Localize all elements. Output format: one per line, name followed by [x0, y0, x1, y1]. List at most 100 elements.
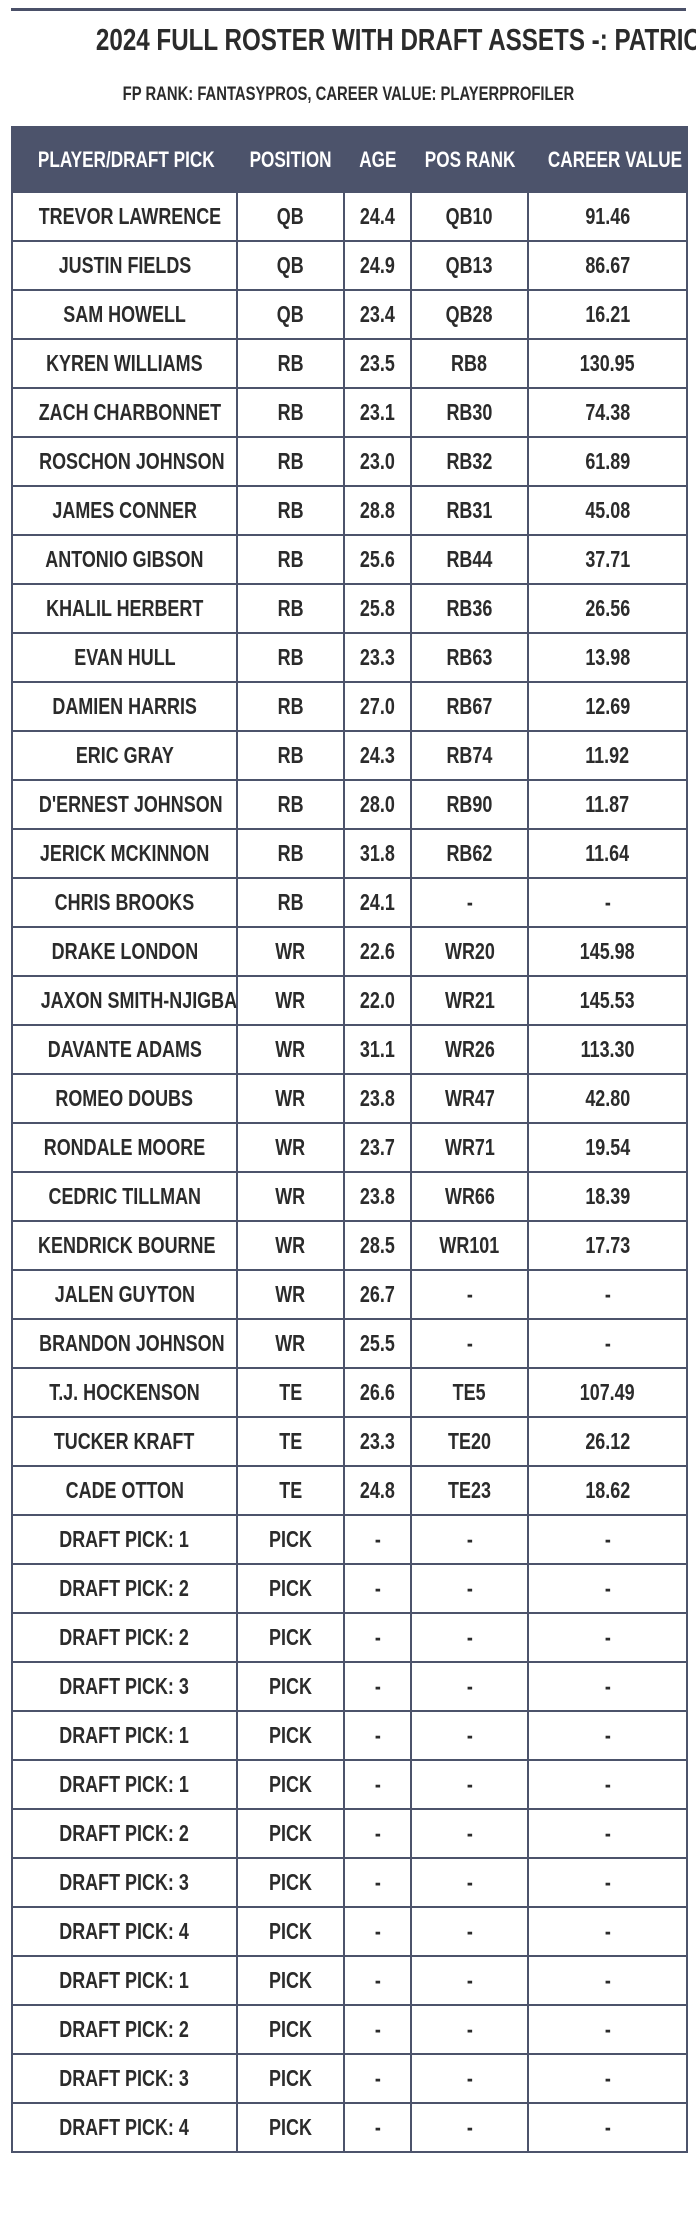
cell-text: DRAFT PICK: 1 — [59, 1526, 190, 1552]
cell-text: RB36 — [446, 595, 493, 621]
table-cell: TE20 — [410, 1416, 529, 1467]
cell-text: QB — [277, 301, 304, 327]
cell-text: - — [604, 2114, 611, 2140]
table-cell: - — [343, 2102, 412, 2153]
cell-text: - — [604, 1869, 611, 1895]
table-cell: RB31 — [410, 485, 529, 536]
cell-text: WR47 — [444, 1085, 495, 1111]
table-cell: BRANDON JOHNSON — [11, 1318, 238, 1369]
table-row: ZACH CHARBONNET RB 23.1 RB30 74.38 — [11, 387, 688, 438]
table-cell: RB62 — [410, 828, 529, 879]
table-row: CADE OTTON TE 24.8 TE23 18.62 — [11, 1465, 688, 1516]
table-cell: - — [343, 2004, 412, 2055]
cell-text: - — [374, 1918, 381, 1944]
table-cell: TREVOR LAWRENCE — [11, 191, 238, 242]
table-cell: QB — [236, 240, 345, 291]
table-cell: - — [527, 2053, 688, 2104]
cell-text: ROSCHON JOHNSON — [39, 448, 225, 474]
table-cell: RB — [236, 436, 345, 487]
table-cell: T.J. HOCKENSON — [11, 1367, 238, 1418]
cell-text: CEDRIC TILLMAN — [48, 1183, 201, 1209]
table-cell: PICK — [236, 1808, 345, 1859]
table-cell: PICK — [236, 2004, 345, 2055]
column-header: POS RANK — [410, 126, 529, 193]
table-cell: DRAFT PICK: 4 — [11, 1906, 238, 1957]
title-text: 2024 FULL ROSTER WITH DRAFT ASSETS -: PA… — [95, 22, 696, 57]
cell-text: - — [466, 2065, 473, 2091]
table-cell: ZACH CHARBONNET — [11, 387, 238, 438]
column-header-text: AGE — [358, 146, 397, 172]
table-cell: DRAFT PICK: 3 — [11, 1857, 238, 1908]
table-row: DRAKE LONDON WR 22.6 WR20 145.98 — [11, 926, 688, 977]
cell-text: RB — [277, 546, 304, 572]
table-cell: WR20 — [410, 926, 529, 977]
table-cell: - — [410, 1955, 529, 2006]
cell-text: WR20 — [444, 938, 495, 964]
table-cell: CADE OTTON — [11, 1465, 238, 1516]
table-cell: PICK — [236, 2053, 345, 2104]
cell-text: 45.08 — [585, 497, 630, 523]
cell-text: QB13 — [446, 252, 493, 278]
cell-text: EVAN HULL — [73, 644, 176, 670]
cell-text: - — [604, 1526, 611, 1552]
table-cell: WR47 — [410, 1073, 529, 1124]
cell-text: 23.8 — [360, 1183, 395, 1209]
table-cell: - — [410, 1563, 529, 1614]
table-cell: WR — [236, 926, 345, 977]
cell-text: 11.92 — [585, 742, 630, 768]
column-header: PLAYER/DRAFT PICK — [11, 126, 238, 193]
table-cell: RB — [236, 779, 345, 830]
table-cell: RB — [236, 387, 345, 438]
table-cell: 25.8 — [343, 583, 412, 634]
table-cell: RB44 — [410, 534, 529, 585]
cell-text: PICK — [269, 1575, 312, 1601]
table-cell: 24.4 — [343, 191, 412, 242]
table-cell: 145.53 — [527, 975, 688, 1026]
table-cell: RB67 — [410, 681, 529, 732]
table-cell: RB30 — [410, 387, 529, 438]
cell-text: WR71 — [444, 1134, 495, 1160]
table-cell: 26.6 — [343, 1367, 412, 1418]
column-header: POSITION — [236, 126, 345, 193]
table-row: TREVOR LAWRENCE QB 24.4 QB10 91.46 — [11, 191, 688, 242]
table-cell: 19.54 — [527, 1122, 688, 1173]
table-cell: 25.6 — [343, 534, 412, 585]
cell-text: ZACH CHARBONNET — [38, 399, 222, 425]
table-cell: RB — [236, 877, 345, 928]
table-cell: ROSCHON JOHNSON — [11, 436, 238, 487]
cell-text: 86.67 — [585, 252, 630, 278]
table-cell: ROMEO DOUBS — [11, 1073, 238, 1124]
cell-text: - — [466, 1281, 473, 1307]
table-cell: 26.7 — [343, 1269, 412, 1320]
table-cell: EVAN HULL — [11, 632, 238, 683]
table-cell: - — [410, 1906, 529, 1957]
table-cell: QB — [236, 191, 345, 242]
cell-text: RB90 — [446, 791, 493, 817]
cell-text: KHALIL HERBERT — [45, 595, 204, 621]
table-cell: PICK — [236, 1955, 345, 2006]
table-row: ERIC GRAY RB 24.3 RB74 11.92 — [11, 730, 688, 781]
table-cell: WR — [236, 975, 345, 1026]
subtitle-text: FP RANK: FANTASYPROS, CAREER VALUE: PLAY… — [122, 84, 574, 105]
cell-text: D'ERNEST JOHNSON — [38, 791, 223, 817]
cell-text: 23.4 — [360, 301, 395, 327]
table-cell: WR — [236, 1024, 345, 1075]
table-cell: - — [343, 1514, 412, 1565]
table-row: DAMIEN HARRIS RB 27.0 RB67 12.69 — [11, 681, 688, 732]
cell-text: WR66 — [444, 1183, 495, 1209]
cell-text: RB — [277, 791, 304, 817]
cell-text: DRAFT PICK: 3 — [59, 2065, 190, 2091]
cell-text: PICK — [269, 1918, 312, 1944]
table-cell: ERIC GRAY — [11, 730, 238, 781]
cell-text: RB — [277, 644, 304, 670]
cell-text: WR — [275, 1232, 306, 1258]
table-row: DRAFT PICK: 4 PICK - - - — [11, 1906, 688, 1957]
cell-text: RB — [277, 448, 304, 474]
table-cell: RB32 — [410, 436, 529, 487]
table-cell: 130.95 — [527, 338, 688, 389]
table-cell: PICK — [236, 1906, 345, 1957]
cell-text: 31.8 — [360, 840, 395, 866]
table-cell: 24.3 — [343, 730, 412, 781]
cell-text: WR — [275, 1183, 306, 1209]
table-row: EVAN HULL RB 23.3 RB63 13.98 — [11, 632, 688, 683]
